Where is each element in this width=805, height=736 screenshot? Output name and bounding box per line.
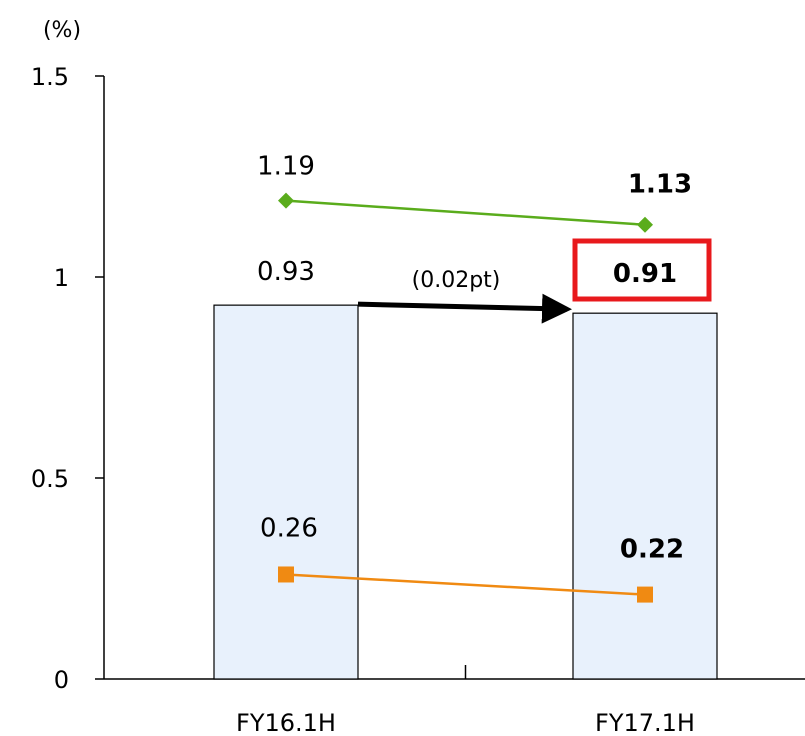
series-value-label: 0.22	[620, 535, 684, 565]
bar	[572, 312, 718, 680]
axes: 0 0.5 1 1.5 FY16.1H FY17.1H	[31, 63, 805, 736]
point-marker	[637, 216, 653, 233]
bars	[213, 304, 718, 680]
unit-label: (%)	[43, 18, 81, 43]
y-tick-label: 1	[54, 264, 69, 292]
series-line	[285, 199, 646, 226]
change-label: (0.02pt)	[412, 268, 501, 293]
point-marker	[278, 566, 294, 583]
series-value-label: 1.13	[628, 170, 692, 200]
bar-value-label: 0.91	[613, 259, 677, 289]
change-arrow	[357, 293, 572, 324]
y-tick-label: 1.5	[31, 63, 69, 91]
annotations: (0.02pt)	[357, 238, 712, 324]
x-tick-label: FY16.1H	[236, 709, 336, 736]
point-marker	[637, 586, 653, 603]
y-tick-label: 0	[54, 666, 69, 694]
x-tick-label: FY17.1H	[595, 709, 695, 736]
series-value-label: 0.26	[260, 513, 318, 543]
y-tick-label: 0.5	[31, 465, 69, 493]
bar-value-label: 0.93	[257, 257, 315, 287]
bar	[213, 304, 359, 680]
data-labels: 0.93 0.91 1.19 1.13 0.26 0.22	[257, 152, 692, 565]
point-marker	[278, 192, 294, 209]
series-line	[285, 573, 646, 596]
highlight-box	[572, 238, 712, 302]
line-series	[278, 192, 653, 603]
series-value-label: 1.19	[257, 152, 315, 182]
